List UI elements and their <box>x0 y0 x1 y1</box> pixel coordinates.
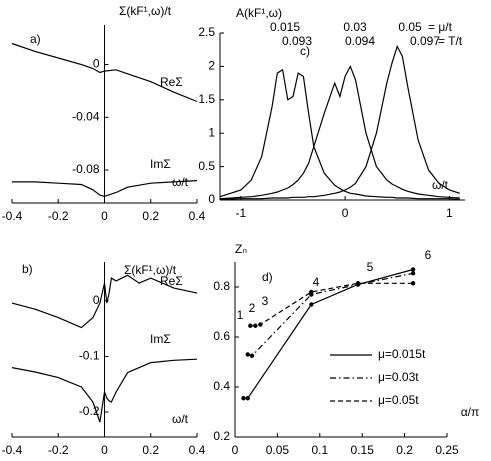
x-tick-label: 0.15 <box>351 443 375 457</box>
y-tick-label: 0.2 <box>213 429 230 443</box>
x-tick-label: 0 <box>101 443 108 457</box>
annotation: 0.093 <box>282 34 312 48</box>
legend-label: μ=0.015t <box>378 347 426 361</box>
y-tick-label: 0.6 <box>213 329 230 343</box>
y-axis-label: Zₙ <box>235 242 247 256</box>
x-tick-label: 0 <box>342 206 349 220</box>
y-tick-label: 2.5 <box>198 25 215 39</box>
panel-title: Σ(kF¹,ω)/t <box>119 4 172 18</box>
x-tick-label: -0.2 <box>48 443 69 457</box>
y-tick-label: 0.8 <box>213 279 230 293</box>
point <box>249 353 255 358</box>
x-tick-label: -0.4 <box>2 209 23 223</box>
y-tick-label: -0.1 <box>79 349 100 363</box>
series-label: ImΣ <box>150 157 171 171</box>
series-line <box>219 68 460 200</box>
x-tick-label: 1 <box>446 206 453 220</box>
x-tick-label: 0.2 <box>142 443 159 457</box>
point <box>410 281 416 286</box>
x-axis-label: ω/t <box>172 175 189 189</box>
point <box>410 271 416 276</box>
x-tick-label: 0.25 <box>435 443 459 457</box>
series-line <box>11 274 198 329</box>
y-tick-label: 0 <box>93 57 100 71</box>
x-tick-label: 0.05 <box>266 443 290 457</box>
x-axis-label: ω/t <box>432 178 449 192</box>
x-tick-label: 0 <box>232 443 239 457</box>
annotation: 0.097 <box>410 34 440 48</box>
y-tick-label: 0 <box>93 293 100 307</box>
point <box>258 322 263 327</box>
series-line <box>219 44 460 200</box>
annotation: = T/t <box>438 34 463 48</box>
annotation: c) <box>300 44 310 58</box>
x-tick-label: 0.1 <box>311 443 328 457</box>
series-line <box>247 272 414 357</box>
x-tick-label: 0.2 <box>396 443 413 457</box>
point <box>309 302 314 307</box>
panel-title: A(kF¹,ω) <box>236 6 282 20</box>
point <box>241 396 246 401</box>
annotation: a) <box>30 32 41 46</box>
annotation: b) <box>22 262 33 276</box>
x-tick-label: -0.2 <box>48 209 69 223</box>
point-label: 2 <box>249 301 256 315</box>
legend-label: μ=0.05t <box>378 393 419 407</box>
y-tick-label: 0.5 <box>198 159 215 173</box>
legend-label: μ=0.03t <box>378 370 419 384</box>
point <box>410 267 416 272</box>
series-label: ReΣ <box>160 75 183 89</box>
annotation: d) <box>262 270 273 284</box>
point-label: 1 <box>237 308 244 322</box>
y-tick-label: -0.04 <box>72 109 100 123</box>
x-tick-label: 0 <box>101 209 108 223</box>
x-axis-label: α/π <box>461 405 480 419</box>
y-tick-label: 1.5 <box>198 92 215 106</box>
annotation: 0.03 <box>343 20 367 34</box>
point <box>245 396 250 401</box>
point-label: 6 <box>425 248 432 262</box>
x-tick-label: -1 <box>236 206 247 220</box>
point <box>355 281 361 286</box>
series-line <box>11 358 198 423</box>
y-tick-label: -0.08 <box>72 162 100 176</box>
point <box>309 289 314 295</box>
annotation: = μ/t <box>428 20 453 34</box>
y-tick-label: 1 <box>208 125 215 139</box>
point-label: 5 <box>367 260 374 274</box>
x-tick-label: -0.4 <box>2 443 23 457</box>
annotation: 0.05 <box>398 20 422 34</box>
series-line <box>12 180 198 198</box>
x-tick-label: 0.4 <box>189 443 206 457</box>
x-tick-label: 0.2 <box>142 209 159 223</box>
y-tick-label: 0 <box>208 192 215 206</box>
x-tick-label: 0.4 <box>189 209 206 223</box>
series-label: ImΣ <box>150 332 171 346</box>
annotation: 0.015 <box>270 20 300 34</box>
y-tick-label: 0.4 <box>213 379 230 393</box>
y-tick-label: 2 <box>208 59 215 73</box>
point-label: 3 <box>262 294 269 308</box>
x-axis-label: ω/t <box>172 412 189 426</box>
series-label: ReΣ <box>160 274 183 288</box>
annotation: 0.094 <box>345 34 375 48</box>
point-label: 4 <box>313 275 320 289</box>
point <box>248 323 253 328</box>
series-line <box>219 64 460 200</box>
series-line <box>11 42 198 103</box>
point <box>253 323 258 328</box>
point <box>245 352 250 357</box>
panel-title: Σ(kF¹,ω)/t <box>124 263 177 277</box>
